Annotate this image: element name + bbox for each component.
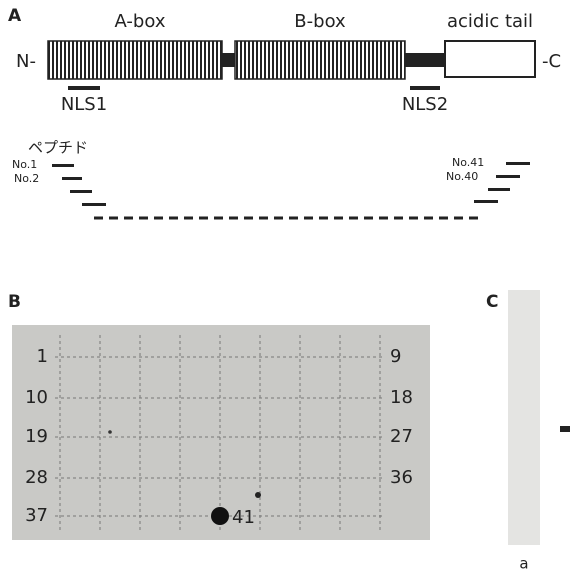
domain-label: B-box: [294, 11, 346, 32]
peptide-name: No.41: [452, 156, 484, 169]
row-label: 18: [390, 387, 413, 408]
panel-label: B: [8, 292, 21, 312]
n-terminus: N-: [16, 51, 36, 72]
row-label: 27: [390, 426, 413, 447]
row-label: 36: [390, 467, 413, 488]
lane: [508, 290, 540, 545]
linker: [222, 53, 235, 67]
peptide-name: No.2: [14, 172, 39, 185]
figure: A A-box B-box acidic tail N- -C NLS1 NLS…: [0, 0, 570, 574]
row-label: 28: [25, 467, 48, 488]
domain-label: acidic tail: [447, 11, 533, 32]
spot: [108, 430, 112, 434]
row-label: 1: [37, 346, 48, 367]
c-terminus: -C: [542, 51, 561, 72]
row-label: 9: [390, 346, 401, 367]
panel-label: A: [8, 6, 22, 26]
peptide-name: No.1: [12, 158, 37, 171]
band: [560, 426, 570, 432]
domain-label: A-box: [115, 11, 166, 32]
acidic-tail: [445, 41, 535, 77]
nls-bar: [68, 86, 100, 90]
panel-a: A A-box B-box acidic tail N- -C NLS1 NLS…: [8, 6, 561, 218]
row-label: 19: [25, 426, 48, 447]
peptide-name: No.40: [446, 170, 478, 183]
linker: [405, 53, 445, 67]
a-box: [48, 41, 222, 79]
panel-b: B 1 10 19 28 37 9 18 27 36 41: [8, 292, 430, 540]
row-label: 10: [25, 387, 48, 408]
lane-label: a: [519, 555, 528, 573]
nls-label: NLS1: [61, 94, 107, 115]
spot: [211, 507, 229, 525]
panel-label: C: [486, 292, 498, 312]
spot-label: 41: [232, 507, 255, 528]
panel-c: C a: [486, 290, 570, 573]
b-box: [235, 41, 405, 79]
spot: [255, 492, 261, 498]
nls-label: NLS2: [402, 94, 448, 115]
row-label: 37: [25, 505, 48, 526]
peptide-label: ペプチド: [28, 139, 88, 157]
nls-bar: [410, 86, 440, 90]
